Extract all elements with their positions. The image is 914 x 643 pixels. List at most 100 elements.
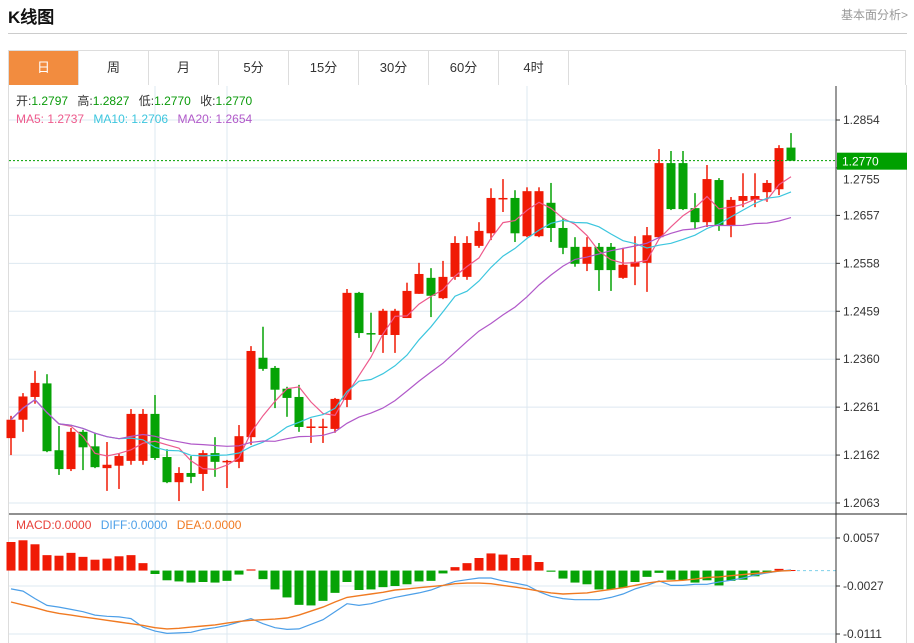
tab-15min[interactable]: 15分 bbox=[289, 51, 359, 85]
candle bbox=[150, 395, 160, 460]
macd-bar bbox=[714, 570, 724, 586]
macd-bar bbox=[510, 558, 520, 571]
candle-body bbox=[510, 197, 520, 234]
fundamental-analysis-link[interactable]: 基本面分析> bbox=[840, 8, 908, 22]
candle-body bbox=[618, 264, 628, 278]
macd-bar bbox=[654, 570, 664, 573]
candle bbox=[510, 190, 520, 243]
candle bbox=[258, 326, 268, 371]
candle bbox=[378, 308, 388, 353]
macd-bar bbox=[318, 570, 328, 601]
macd-tick-label: -0.0027 bbox=[843, 579, 884, 593]
tab-4hour[interactable]: 4时 bbox=[499, 51, 569, 85]
macd-panel bbox=[6, 540, 836, 635]
candle-body bbox=[282, 388, 292, 398]
tab-30min[interactable]: 30分 bbox=[359, 51, 429, 85]
candle bbox=[18, 393, 28, 432]
macd-bar bbox=[18, 540, 28, 571]
price-tick-label: 1.2657 bbox=[843, 208, 880, 222]
candle-body bbox=[6, 419, 16, 439]
macd-bar bbox=[558, 570, 568, 579]
macd-bar bbox=[534, 562, 544, 571]
price-tick-label: 1.2261 bbox=[843, 400, 880, 414]
macd-bar bbox=[486, 553, 496, 571]
open-label: 开: bbox=[16, 94, 32, 108]
candle-body bbox=[450, 242, 460, 277]
macd-bar bbox=[594, 570, 604, 590]
candle-body bbox=[774, 148, 784, 190]
candle-body bbox=[378, 310, 388, 335]
candle-body bbox=[306, 426, 316, 428]
macd-tick-label: 0.0057 bbox=[843, 531, 880, 545]
macd-bar bbox=[774, 568, 784, 571]
header-divider bbox=[8, 33, 907, 34]
tab-week[interactable]: 周 bbox=[79, 51, 149, 85]
close-label: 收: bbox=[200, 94, 216, 108]
candle bbox=[30, 370, 40, 404]
candle-body bbox=[246, 350, 256, 438]
candle-body bbox=[690, 208, 700, 223]
candle-body bbox=[642, 235, 652, 263]
macd-bar bbox=[438, 570, 448, 574]
candle-body bbox=[402, 290, 412, 319]
candle-body bbox=[162, 457, 172, 483]
candle-body bbox=[114, 456, 124, 466]
macd-bar bbox=[306, 570, 316, 606]
macd-bar bbox=[354, 570, 364, 590]
candle-body bbox=[534, 191, 544, 237]
macd-bar bbox=[678, 570, 688, 581]
macd-bar bbox=[342, 570, 352, 582]
tab-month[interactable]: 月 bbox=[149, 51, 219, 85]
low-value: 1.2770 bbox=[154, 94, 191, 108]
candle-body bbox=[738, 196, 748, 201]
candle-body bbox=[330, 398, 340, 429]
candle-body bbox=[342, 292, 352, 400]
candle-body bbox=[186, 472, 196, 477]
candle bbox=[318, 418, 328, 443]
macd-legend: MACD:0.0000 DIFF:0.0000 DEA:0.0000 bbox=[16, 518, 247, 533]
ma20-line bbox=[10, 217, 792, 447]
price-tick-label: 1.2755 bbox=[843, 173, 880, 187]
macd-bar bbox=[126, 555, 136, 571]
candle-body bbox=[594, 246, 604, 271]
candle bbox=[666, 150, 676, 211]
candle-body bbox=[366, 333, 376, 335]
macd-bar bbox=[390, 570, 400, 586]
candle-body bbox=[678, 163, 688, 210]
tab-60min[interactable]: 60分 bbox=[429, 51, 499, 85]
candle bbox=[162, 449, 172, 484]
candle-body bbox=[42, 383, 52, 452]
candle-body bbox=[606, 246, 616, 271]
macd-tick-label: -0.0111 bbox=[843, 627, 882, 641]
open-value: 1.2797 bbox=[31, 94, 69, 108]
candle-body bbox=[474, 230, 484, 246]
candle bbox=[474, 222, 484, 248]
candle bbox=[234, 425, 244, 469]
current-price-label: 1.2770 bbox=[842, 155, 879, 169]
macd-bar bbox=[198, 570, 208, 582]
candle-body bbox=[138, 413, 148, 461]
candle bbox=[570, 237, 580, 267]
candle bbox=[714, 178, 724, 231]
candle bbox=[138, 409, 148, 465]
macd-bar bbox=[414, 570, 424, 582]
candle bbox=[690, 193, 700, 229]
tab-5min[interactable]: 5分 bbox=[219, 51, 289, 85]
candle bbox=[594, 242, 604, 291]
candle bbox=[786, 133, 796, 161]
ma20-value: MA20: 1.2654 bbox=[177, 112, 253, 126]
candle bbox=[366, 312, 376, 352]
candle-body bbox=[570, 246, 580, 264]
macd-bar bbox=[702, 570, 712, 581]
candle bbox=[558, 218, 568, 255]
candle-body bbox=[54, 450, 64, 470]
tab-day[interactable]: 日 bbox=[9, 51, 79, 85]
macd-bar bbox=[54, 555, 64, 571]
current-price-tag bbox=[837, 152, 907, 170]
candle bbox=[438, 260, 448, 300]
candle bbox=[486, 188, 496, 241]
macd-bar bbox=[282, 570, 292, 598]
candle-body bbox=[414, 273, 424, 294]
diff-value: DIFF:0.0000 bbox=[100, 518, 168, 532]
